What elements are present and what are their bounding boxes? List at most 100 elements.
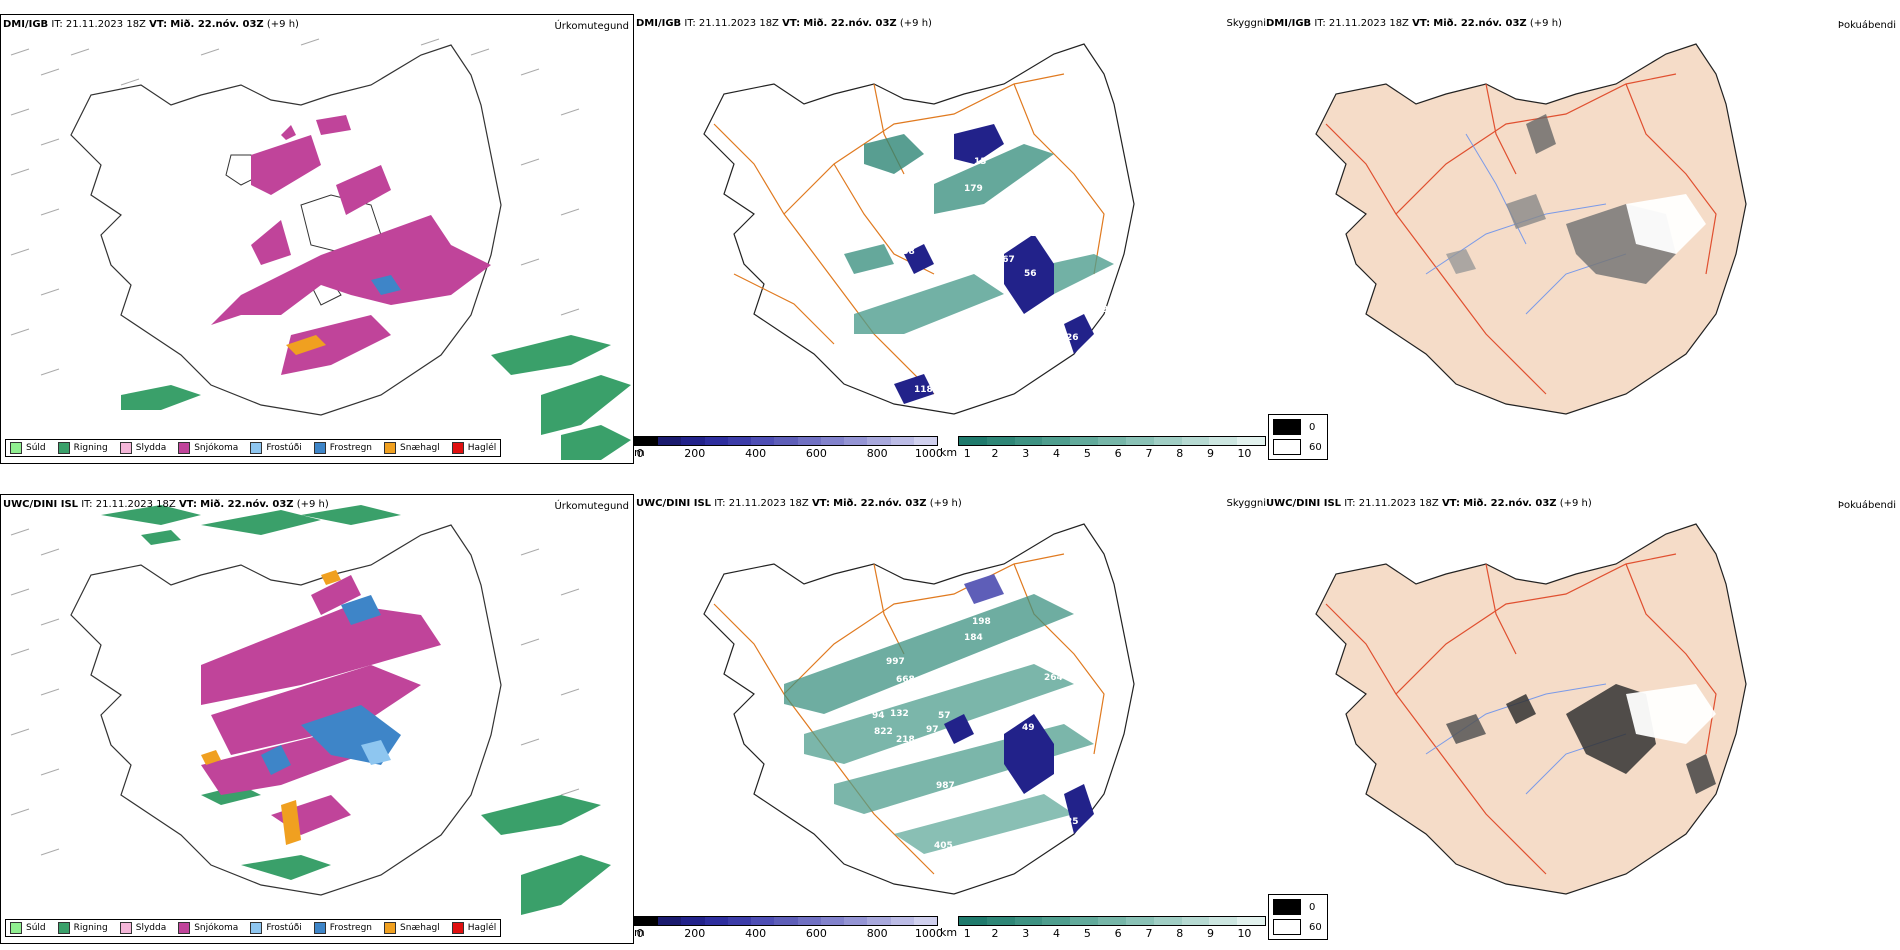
tick: 10 — [1237, 927, 1252, 940]
tick: 5 — [1083, 927, 1091, 940]
panel-title: Þokuábendi — [1837, 20, 1896, 31]
visibility-map-uwc: 997 668 94 132 822 218 57 97 86 49 264 1… — [703, 523, 1193, 895]
legend-item-snjokoma: Snjókoma — [178, 922, 238, 934]
tick: 2 — [991, 927, 999, 940]
tick: 200 — [684, 927, 706, 940]
tick: 0 — [636, 927, 644, 940]
tick: 3 — [1022, 447, 1030, 460]
colorbar-km: 1 2 3 4 5 6 7 8 9 10 — [958, 916, 1266, 940]
vis-label: 282 — [1012, 329, 1031, 339]
tick: 400 — [745, 447, 767, 460]
tick: 1000 — [914, 447, 943, 460]
iceland-outline — [703, 523, 1135, 895]
precip-legend: Súld Rigning Slydda Snjókoma Frostúði Fr… — [5, 439, 502, 457]
vis-label: 204 — [916, 367, 935, 377]
colorbar-meters: 0 200 400 600 800 1000 — [634, 916, 943, 940]
fog-map-dmi — [1315, 43, 1747, 415]
vis-label: 48 — [946, 247, 959, 257]
panel-title: Úrkomutegund — [554, 21, 629, 32]
precip-type-panel-dmi: DMI/IGB IT: 21.11.2023 18Z VT: Mið. 22.n… — [0, 14, 634, 464]
vis-label: 56 — [1024, 269, 1037, 279]
vis-label: 49 — [1022, 723, 1035, 733]
tick: 5 — [1083, 447, 1091, 460]
visibility-panel-dmi: 48 56 179 167 238 281 282 26 204 82 118 … — [634, 14, 1266, 464]
tick: 600 — [805, 927, 827, 940]
colorbar-m-unit: m — [634, 446, 645, 459]
header: UWC/DINI ISL IT: 21.11.2023 18Z VT: Mið.… — [636, 498, 962, 509]
tick: 1000 — [914, 927, 943, 940]
legend-item-frostregn: Frostregn — [313, 442, 372, 454]
vis-label: 218 — [896, 735, 915, 745]
tick: 600 — [805, 447, 827, 460]
legend-item-frostudi: Frostúði — [250, 922, 302, 934]
vis-label: 405 — [934, 841, 953, 851]
rain-areas — [121, 335, 631, 460]
vis-label: 118 — [914, 385, 933, 395]
tick: 9 — [1207, 447, 1215, 460]
fog-fields — [1446, 684, 1716, 794]
panel-title: Úrkomutegund — [554, 501, 629, 512]
header: DMI/IGB IT: 21.11.2023 18Z VT: Mið. 22.n… — [1266, 18, 1562, 29]
legend-item-slydda: Slydda — [119, 922, 166, 934]
vis-label: 73 — [930, 875, 943, 885]
header: DMI/IGB IT: 21.11.2023 18Z VT: Mið. 22.n… — [3, 19, 299, 30]
precip-type-panel-uwc: UWC/DINI ISL IT: 21.11.2023 18Z VT: Mið.… — [0, 494, 634, 944]
iceland-land — [1315, 43, 1747, 415]
iceland-outline — [703, 43, 1135, 415]
tick: 6 — [1114, 447, 1122, 460]
header: DMI/IGB IT: 21.11.2023 18Z VT: Mið. 22.n… — [636, 18, 932, 29]
legend-item-sudl: Súld — [10, 922, 46, 934]
vis-label: 900 — [1174, 827, 1193, 837]
vis-label: 198 — [972, 617, 991, 627]
fog-map-uwc — [1315, 523, 1747, 895]
wind-barbs — [10, 38, 580, 376]
freezing-drizzle-areas — [361, 740, 391, 765]
vis-label: 668 — [896, 675, 915, 685]
vis-label: 132 — [890, 709, 909, 719]
panel-title: Skyggni — [1226, 18, 1266, 29]
colorbar-km-unit: km — [940, 926, 958, 939]
vis-label: 82 — [934, 387, 947, 397]
rain-areas — [101, 505, 611, 915]
snow-areas — [211, 115, 491, 375]
roads — [713, 73, 1105, 395]
vis-label: 13 — [974, 157, 987, 167]
legend-item-snjokoma: Snjókoma — [178, 442, 238, 454]
visibility-fields — [784, 574, 1094, 854]
vis-label: 61 — [1024, 229, 1037, 239]
iceland-outline — [70, 524, 502, 896]
colorbar-meters: 0 200 400 600 800 1000 — [634, 436, 943, 460]
legend-item-rigning: Rigning — [57, 922, 108, 934]
fog-panel-uwc: UWC/DINI ISL IT: 21.11.2023 18Z VT: Mið.… — [1266, 494, 1900, 944]
vis-label: 25 — [1066, 817, 1079, 827]
roads — [1325, 553, 1717, 875]
tick: 8 — [1176, 927, 1184, 940]
tick: 7 — [1145, 447, 1153, 460]
tick: 10 — [1237, 447, 1252, 460]
vis-label: 238 — [896, 247, 915, 257]
vis-label: 175 — [1080, 301, 1099, 311]
vis-label: 922 — [1186, 375, 1205, 385]
panel-title: Þokuábendi — [1837, 500, 1896, 511]
colorbar-m-unit: m — [634, 926, 645, 939]
tick: 2 — [991, 447, 999, 460]
vis-label: 26 — [1066, 333, 1079, 343]
legend-item-haglel: Haglél — [451, 442, 496, 454]
tick: 8 — [1176, 447, 1184, 460]
panel-title: Skyggni — [1226, 498, 1266, 509]
vis-label: 86 — [994, 715, 1007, 725]
visibility-labels: 48 56 179 167 238 281 282 26 204 82 118 … — [896, 157, 1205, 397]
vis-label: 98 — [1102, 305, 1115, 315]
tick: 400 — [745, 927, 767, 940]
vis-label: 94 — [872, 711, 885, 721]
tick: 1 — [963, 447, 971, 460]
precip-legend: Súld Rigning Slydda Snjókoma Frostúði Fr… — [5, 919, 502, 937]
tick: 3 — [1022, 927, 1030, 940]
legend-item-frostudi: Frostúði — [250, 442, 302, 454]
legend-item-snaehagl: Snæhagl — [384, 922, 440, 934]
graupel-areas — [201, 570, 341, 845]
vis-label: 997 — [886, 657, 905, 667]
fog-fields — [1446, 114, 1706, 284]
tick: 6 — [1114, 927, 1122, 940]
fog-key-row1: 0 60 — [1268, 414, 1328, 460]
